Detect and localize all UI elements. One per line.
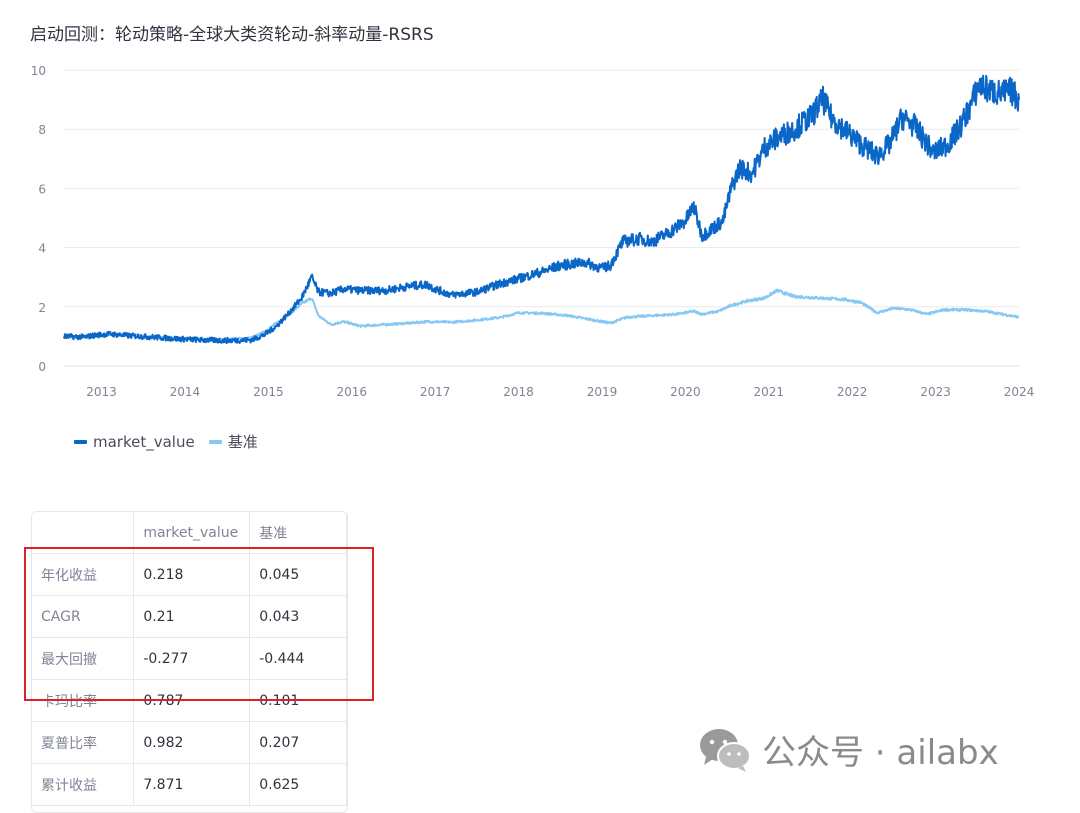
table-row: CAGR 0.21 0.043 <box>32 595 347 638</box>
table-row-label[interactable]: 夏普比率 <box>32 721 135 764</box>
y-tick-label: 4 <box>38 242 46 256</box>
watermark: 公众号 · ailabx <box>698 725 999 774</box>
legend-label-market-value: market_value <box>93 432 195 451</box>
x-tick-label: 2024 <box>1004 385 1035 399</box>
table-cell-benchmark[interactable]: 0.043 <box>249 595 347 638</box>
table-cell-market-value[interactable]: -0.277 <box>133 637 251 680</box>
x-tick-label: 2022 <box>837 385 868 399</box>
page-title: 启动回测：轮动策略-全球大类资轮动-斜率动量-RSRS <box>30 25 434 45</box>
table-row-label[interactable]: CAGR <box>32 595 135 638</box>
table-row: 最大回撤 -0.277 -0.444 <box>32 637 347 680</box>
table-row: 夏普比率 0.982 0.207 <box>32 721 347 764</box>
stats-table-container: market_value 基准 年化收益 0.218 0.045 CAGR 0.21 0.… <box>31 511 348 813</box>
table-header-index[interactable] <box>32 512 135 554</box>
table-cell-market-value[interactable]: 0.982 <box>133 721 251 764</box>
y-tick-label: 0 <box>38 360 46 374</box>
table-row: 卡玛比率 0.787 0.101 <box>32 679 347 722</box>
y-tick-label: 6 <box>38 182 46 196</box>
table-row: 累计收益 7.871 0.625 <box>32 763 347 806</box>
series-line-benchmark <box>63 288 1020 342</box>
x-tick-label: 2015 <box>253 385 284 399</box>
table-cell-market-value[interactable]: 0.21 <box>133 595 251 638</box>
x-tick-label: 2018 <box>503 385 534 399</box>
legend-swatch-benchmark <box>208 439 222 444</box>
table-header-row: market_value 基准 <box>32 512 347 554</box>
table-cell-market-value[interactable]: 0.787 <box>133 679 251 722</box>
legend-item-market-value[interactable]: market_value <box>74 433 195 451</box>
x-tick-label: 2016 <box>336 385 367 399</box>
y-tick-label: 8 <box>38 123 46 137</box>
y-tick-label: 10 <box>31 64 46 78</box>
stats-table: market_value 基准 年化收益 0.218 0.045 CAGR 0.21 0.… <box>32 512 347 806</box>
table-row-label[interactable]: 累计收益 <box>32 763 135 806</box>
legend-label-benchmark: 基准 <box>227 433 258 451</box>
y-tick-label: 2 <box>38 301 46 315</box>
line-chart: 0 2 4 6 8 10 2013 2014 2015 2016 2017 2018 2019 2020 2… <box>31 64 1035 399</box>
table-cell-market-value[interactable]: 0.218 <box>133 553 251 596</box>
table-row-label[interactable]: 卡玛比率 <box>32 679 135 722</box>
table-cell-benchmark[interactable]: 0.101 <box>249 679 347 722</box>
table-row-label[interactable]: 最大回撤 <box>32 637 135 680</box>
table-cell-market-value[interactable]: 7.871 <box>133 763 251 806</box>
wechat-icon <box>700 728 751 772</box>
x-tick-label: 2023 <box>920 385 951 399</box>
table-row: 年化收益 0.218 0.045 <box>32 553 347 596</box>
table-cell-benchmark[interactable]: 0.207 <box>249 721 347 764</box>
series-line-market-value <box>63 74 1020 345</box>
chart-legend: market_value 基准 <box>74 431 258 452</box>
legend-swatch-market-value <box>74 439 87 444</box>
watermark-text: 公众号 · ailabx <box>762 733 999 773</box>
table-header-benchmark[interactable]: 基准 <box>249 512 347 554</box>
x-tick-label: 2020 <box>670 385 701 399</box>
x-tick-label: 2013 <box>86 385 117 399</box>
table-cell-benchmark[interactable]: 0.625 <box>249 763 347 806</box>
table-cell-benchmark[interactable]: 0.045 <box>249 553 347 596</box>
x-tick-label: 2014 <box>170 385 201 399</box>
x-tick-label: 2021 <box>754 385 785 399</box>
table-cell-benchmark[interactable]: -0.444 <box>249 637 347 680</box>
table-header-market-value[interactable]: market_value <box>133 512 251 554</box>
x-tick-label: 2017 <box>420 385 451 399</box>
table-row-label[interactable]: 年化收益 <box>32 553 135 596</box>
x-tick-label: 2019 <box>587 385 618 399</box>
legend-item-benchmark[interactable]: 基准 <box>208 431 258 452</box>
